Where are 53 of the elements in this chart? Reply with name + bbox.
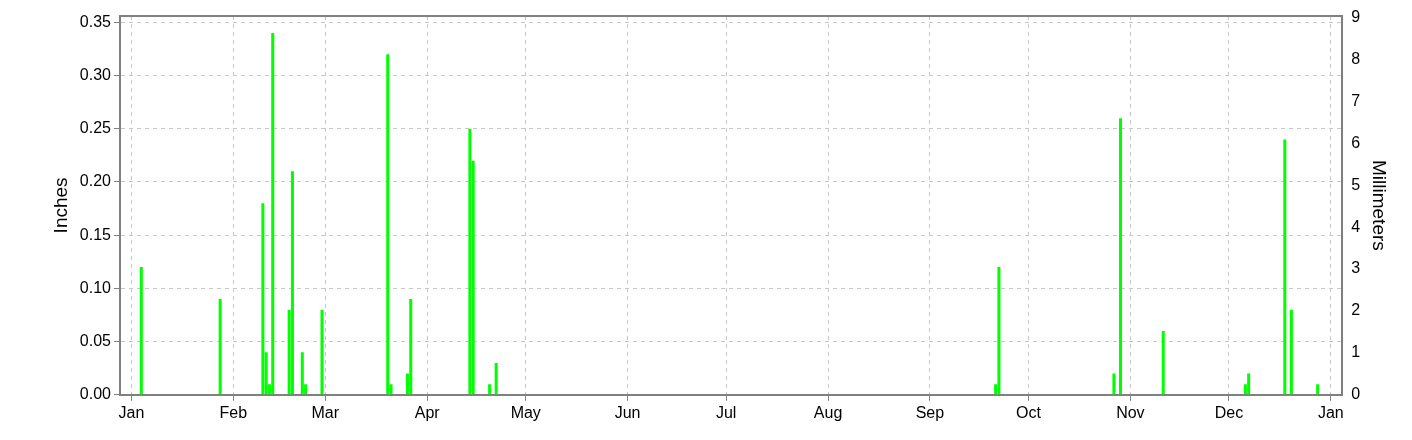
- bar: [1247, 373, 1251, 395]
- x-tick-label: Sep: [915, 403, 945, 421]
- x-tick-label: Dec: [1214, 403, 1244, 421]
- y-tick-label: 0.00: [79, 385, 112, 403]
- bar: [139, 267, 143, 395]
- y-tick-label: 0.35: [79, 12, 112, 30]
- bar: [320, 309, 324, 395]
- x-tick-label: Jan: [1317, 403, 1344, 421]
- y2-tick-label: 7: [1351, 91, 1361, 109]
- x-tick-label: Oct: [1016, 403, 1042, 421]
- y-tick-label: 0.30: [79, 65, 112, 83]
- bar: [1283, 139, 1287, 395]
- bar: [1161, 330, 1165, 395]
- x-tick-label: May: [510, 403, 541, 421]
- bar: [300, 352, 304, 395]
- y-tick-label: 0.25: [79, 119, 112, 137]
- y-tick-label: 0.20: [79, 172, 112, 190]
- bar: [1289, 309, 1293, 395]
- y-axis-title: Inches: [49, 177, 71, 234]
- bar: [218, 299, 222, 395]
- y2-tick-label: 6: [1351, 133, 1361, 151]
- bar: [468, 128, 472, 395]
- x-tick-label: Jul: [715, 403, 737, 421]
- y2-tick-label: 0: [1351, 385, 1361, 403]
- y2-tick-label: 8: [1351, 49, 1361, 67]
- bar: [1316, 384, 1320, 395]
- x-tick-label: Aug: [813, 403, 843, 421]
- y-tick-label: 0.15: [79, 225, 112, 243]
- y-tick-label: 0.10: [79, 278, 112, 296]
- bar: [261, 203, 265, 395]
- x-tick-label: Mar: [311, 403, 340, 421]
- bar: [290, 171, 294, 395]
- bar: [271, 33, 275, 395]
- bar: [494, 362, 498, 395]
- y2-tick-label: 4: [1351, 217, 1361, 235]
- y2-tick-label: 3: [1351, 259, 1361, 277]
- y2-tick-label: 9: [1351, 8, 1361, 26]
- bar: [488, 384, 492, 395]
- y2-axis-title: Millimeters: [1369, 160, 1391, 251]
- x-tick-label: Nov: [1116, 403, 1145, 421]
- y-tick-label: 0.05: [79, 332, 112, 349]
- x-tick-label: Feb: [219, 403, 248, 421]
- x-tick-label: Apr: [414, 403, 441, 421]
- bar: [386, 54, 390, 395]
- bar: [1118, 118, 1123, 395]
- y2-tick-label: 2: [1351, 301, 1361, 319]
- bar: [409, 299, 413, 395]
- x-tick-label: Jun: [614, 403, 641, 421]
- bar: [1112, 373, 1116, 395]
- x-tick-label: Jan: [118, 403, 145, 421]
- y2-tick-label: 1: [1351, 343, 1361, 361]
- bar: [997, 267, 1001, 395]
- y2-tick-label: 5: [1351, 175, 1361, 193]
